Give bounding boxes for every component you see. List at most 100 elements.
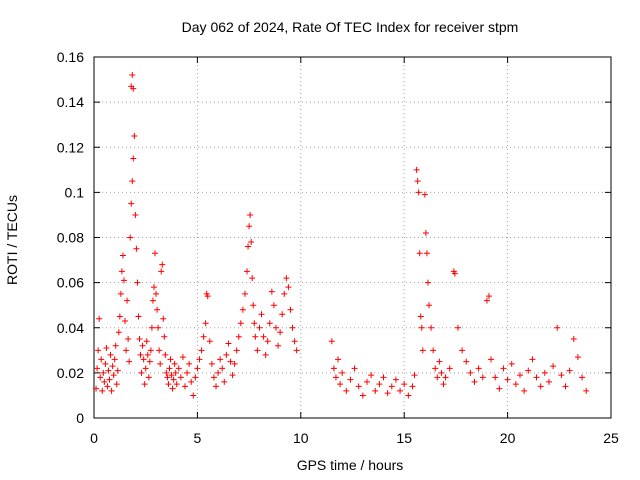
- x-tick-label: 5: [194, 430, 202, 446]
- data-point: [249, 275, 256, 282]
- grid: [94, 57, 611, 418]
- data-point: [442, 374, 449, 381]
- data-point: [102, 360, 109, 367]
- data-point: [147, 347, 154, 354]
- data-point: [159, 261, 166, 268]
- y-axis-label: ROTI / TECUs: [4, 195, 20, 285]
- x-tick-label: 20: [500, 430, 516, 446]
- data-point: [521, 387, 528, 394]
- data-point: [384, 390, 391, 397]
- y-tick-label: 0: [76, 410, 84, 426]
- data-point: [337, 381, 344, 388]
- data-point: [233, 347, 240, 354]
- data-point: [451, 270, 458, 277]
- data-point: [417, 313, 424, 320]
- data-point: [119, 252, 126, 259]
- data-point: [171, 360, 178, 367]
- data-point: [471, 378, 478, 385]
- data-point: [479, 374, 486, 381]
- data-point: [488, 356, 495, 363]
- data-point: [162, 351, 169, 358]
- data-point: [196, 356, 203, 363]
- data-point: [492, 374, 499, 381]
- data-point: [210, 374, 217, 381]
- data-point: [221, 378, 228, 385]
- data-point: [454, 324, 461, 331]
- data-point: [227, 358, 234, 365]
- data-point: [115, 329, 122, 336]
- data-point: [241, 290, 248, 297]
- data-point: [574, 354, 581, 361]
- data-point: [198, 347, 205, 354]
- data-point: [161, 333, 168, 340]
- data-point: [111, 356, 118, 363]
- y-tick-label: 0.06: [57, 275, 84, 291]
- data-point: [128, 200, 135, 207]
- data-point: [426, 302, 433, 309]
- data-point: [175, 365, 182, 372]
- data-point: [415, 189, 422, 196]
- data-point: [165, 381, 172, 388]
- data-point: [134, 279, 141, 286]
- data-point: [268, 288, 275, 295]
- x-tick-label: 10: [293, 430, 309, 446]
- chart-title: Day 062 of 2024, Rate Of TEC Index for r…: [182, 19, 519, 35]
- data-point: [347, 376, 354, 383]
- plot-frame: [93, 56, 612, 419]
- data-point: [237, 320, 244, 327]
- data-point: [138, 369, 145, 376]
- data-point: [422, 229, 429, 236]
- data-point: [343, 387, 350, 394]
- data-point: [181, 383, 188, 390]
- data-point: [104, 383, 111, 390]
- data-point: [153, 290, 160, 297]
- data-point: [106, 376, 113, 383]
- x-axis-label: GPS time / hours: [297, 457, 404, 473]
- data-point: [293, 347, 300, 354]
- data-point: [260, 333, 267, 340]
- data-point: [206, 338, 213, 345]
- data-point: [289, 324, 296, 331]
- data-point: [283, 275, 290, 282]
- data-point: [129, 178, 136, 185]
- y-tick-label: 0.08: [57, 230, 84, 246]
- data-point: [351, 365, 358, 372]
- data-point: [225, 340, 232, 347]
- data-point: [264, 338, 271, 345]
- data-point: [423, 250, 430, 257]
- data-point: [194, 365, 201, 372]
- data-point: [223, 351, 230, 358]
- data-point: [291, 338, 298, 345]
- data-point: [335, 356, 342, 363]
- data-point: [99, 387, 106, 394]
- data-point: [107, 351, 114, 358]
- data-point: [135, 313, 142, 320]
- data-point: [113, 381, 120, 388]
- data-point: [529, 356, 536, 363]
- data-point: [169, 385, 176, 392]
- data-point: [129, 72, 136, 79]
- data-point: [246, 223, 253, 230]
- data-point: [114, 367, 121, 374]
- data-point: [262, 351, 269, 358]
- data-point: [483, 297, 490, 304]
- data-point: [126, 358, 133, 365]
- data-point: [109, 363, 116, 370]
- data-point: [93, 385, 100, 392]
- data-point: [459, 347, 466, 354]
- data-point: [279, 311, 286, 318]
- data-point: [140, 356, 147, 363]
- data-point: [475, 365, 482, 372]
- data-point: [141, 381, 148, 388]
- data-point: [170, 376, 177, 383]
- data-point: [122, 317, 129, 324]
- y-axis: 0 0.02 0.04 0.06 0.08 0.1 0.12 0.14 0.16: [57, 49, 611, 426]
- data-point: [208, 360, 215, 367]
- data-point: [184, 369, 191, 376]
- data-point: [95, 347, 102, 354]
- data-point: [380, 374, 387, 381]
- data-point: [467, 369, 474, 376]
- data-point: [137, 351, 144, 358]
- data-point: [258, 311, 265, 318]
